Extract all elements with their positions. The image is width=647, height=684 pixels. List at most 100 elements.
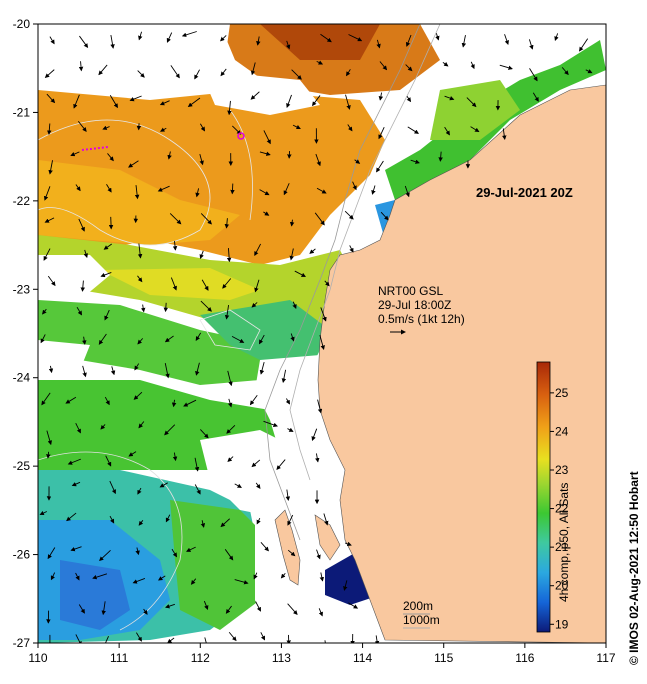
current-arrow	[376, 160, 384, 173]
current-arrow	[260, 632, 265, 641]
current-arrow	[349, 245, 354, 253]
current-arrow	[66, 512, 77, 522]
current-arrow	[204, 637, 209, 643]
current-arrow	[253, 572, 258, 580]
current-arrow	[228, 631, 237, 642]
current-arrow	[345, 94, 351, 110]
colorbar-tick-label: 19	[555, 617, 569, 631]
current-arrow	[76, 306, 82, 316]
current-arrow	[405, 34, 412, 47]
x-tick-label: 117	[596, 651, 615, 665]
current-arrow	[320, 307, 327, 322]
current-arrow	[225, 605, 232, 614]
current-vectors	[39, 31, 593, 643]
current-arrow	[100, 272, 112, 278]
colorbar-tick-label: 21	[555, 540, 569, 554]
current-arrow	[283, 183, 290, 196]
current-arrow	[167, 151, 172, 160]
current-arrow	[263, 211, 270, 216]
current-arrow	[132, 578, 146, 584]
current-arrow	[410, 159, 420, 164]
current-arrow	[256, 36, 261, 46]
x-tick-label: 112	[191, 651, 210, 665]
current-arrow	[276, 459, 286, 471]
current-arrow	[195, 362, 200, 376]
current-arrow	[75, 423, 81, 434]
current-arrow	[137, 338, 144, 345]
current-arrow	[405, 64, 413, 72]
current-arrow	[83, 249, 88, 259]
current-arrow	[100, 424, 106, 430]
current-arrow	[406, 96, 412, 103]
current-arrow	[256, 517, 261, 525]
current-arrow	[195, 332, 202, 341]
current-arrow	[157, 185, 170, 192]
current-arrow	[70, 546, 82, 552]
y-tick-label: -25	[13, 459, 31, 473]
current-arrow	[528, 39, 534, 50]
current-arrow	[255, 482, 261, 490]
current-arrow	[159, 482, 168, 488]
y-tick-label: -20	[13, 17, 31, 31]
current-arrow	[407, 126, 420, 134]
current-arrow	[224, 304, 230, 320]
current-arrow	[138, 31, 143, 41]
current-arrow	[101, 601, 106, 616]
current-arrow	[461, 35, 467, 48]
current-arrow	[442, 61, 449, 67]
current-arrow	[292, 124, 301, 130]
current-model-label: NRT00 GSL	[378, 284, 443, 298]
current-arrow	[324, 640, 326, 643]
colorbar-label: 4h comp, p50, All Sats	[557, 483, 571, 602]
current-time-label: 29-Jul 18:00Z	[378, 298, 451, 312]
current-arrow	[404, 185, 410, 198]
current-arrow	[317, 399, 323, 414]
current-arrow	[226, 248, 232, 263]
current-arrow	[249, 394, 258, 406]
current-arrow	[371, 185, 376, 195]
current-arrow	[312, 95, 321, 107]
sst-field	[38, 24, 606, 643]
current-arrow	[200, 429, 209, 439]
current-arrow	[135, 547, 140, 556]
map-title: 29-Jul-2021 20Z	[476, 185, 573, 200]
current-arrow	[170, 277, 177, 291]
current-arrow	[376, 39, 381, 49]
current-arrow	[502, 128, 507, 140]
current-arrow	[166, 32, 173, 43]
current-arrow	[200, 300, 212, 312]
current-arrow	[107, 153, 114, 162]
current-arrow	[99, 550, 111, 562]
current-arrow	[128, 160, 139, 168]
current-arrow	[167, 637, 175, 643]
current-arrow	[171, 548, 178, 558]
current-arrow	[344, 541, 352, 546]
current-arrow	[79, 35, 89, 49]
x-tick-label: 110	[28, 651, 47, 665]
current-arrow	[561, 67, 569, 76]
current-arrow	[259, 362, 265, 375]
current-arrow	[285, 40, 291, 50]
current-arrow	[292, 301, 297, 310]
current-arrow	[285, 398, 290, 405]
current-arrow	[128, 451, 137, 457]
current-arrow	[316, 549, 321, 560]
colorbar-tick-label: 20	[555, 579, 569, 593]
current-arrow	[170, 65, 180, 79]
current-arrow	[234, 579, 249, 585]
x-tick-label: 114	[353, 651, 372, 665]
current-arrow	[65, 396, 77, 404]
current-arrow	[75, 572, 80, 581]
current-arrow	[227, 456, 234, 462]
current-arrow	[138, 520, 144, 526]
current-arrow	[194, 69, 200, 80]
current-arrow	[190, 578, 197, 585]
isobath-1000m-label: 1000m	[403, 613, 440, 627]
current-arrow	[82, 365, 87, 378]
current-scale-label: 0.5m/s (1kt 12h)	[378, 312, 465, 326]
current-arrow	[199, 123, 205, 132]
y-tick-label: -27	[13, 636, 31, 650]
isobaths	[38, 24, 441, 631]
current-arrow	[309, 248, 316, 254]
